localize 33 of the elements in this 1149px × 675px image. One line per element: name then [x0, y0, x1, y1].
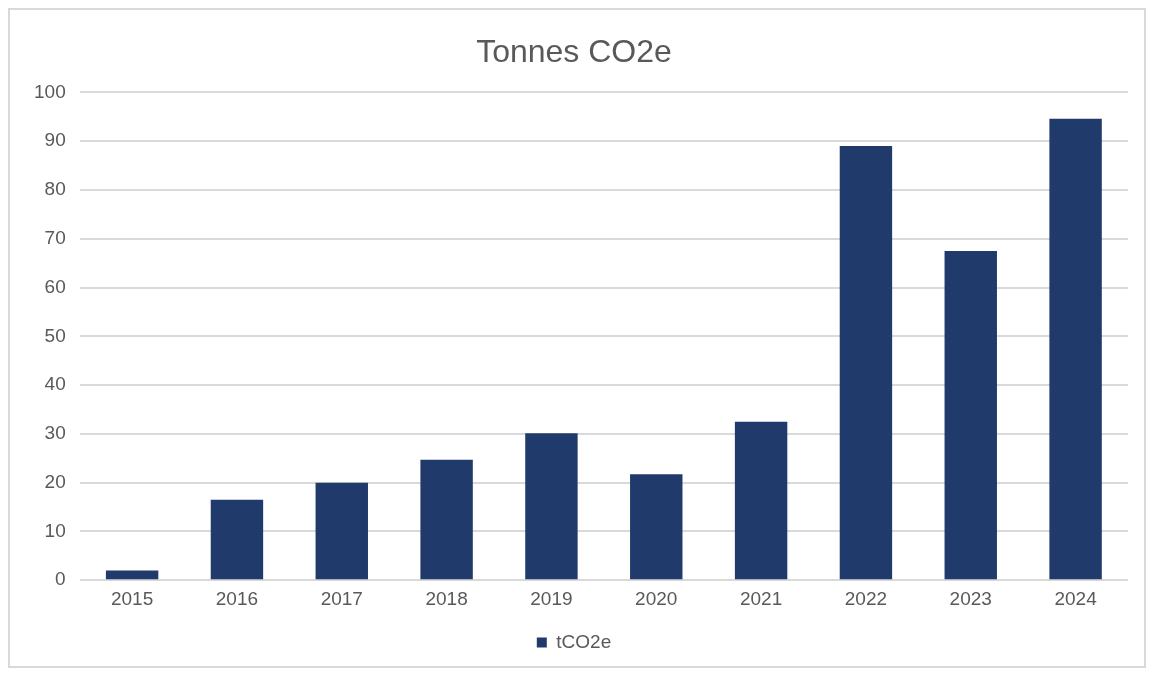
x-tick-label: 2015	[110, 587, 154, 609]
y-tick-label: 0	[55, 568, 66, 590]
x-tick-label: 2019	[530, 587, 573, 609]
y-tick-label: 100	[34, 80, 66, 102]
y-tick-label: 30	[44, 422, 66, 444]
y-tick-label: 90	[44, 129, 66, 151]
bar	[839, 146, 893, 580]
y-tick-label: 40	[44, 373, 66, 395]
x-tick-label: 2017	[320, 587, 363, 609]
x-tick-label: 2024	[1054, 587, 1098, 609]
y-tick-label: 70	[44, 226, 66, 248]
bar	[420, 459, 473, 580]
bar	[734, 421, 788, 580]
x-tick-label: 2022	[844, 587, 888, 609]
bar	[525, 433, 578, 580]
y-tick-label: 10	[44, 519, 66, 541]
y-tick-label: 20	[44, 470, 66, 492]
x-tick-label: 2021	[739, 587, 783, 609]
bar	[315, 482, 368, 580]
y-tick-label: 50	[44, 324, 66, 346]
x-tick-label: 2023	[949, 587, 992, 609]
y-tick-label: 80	[44, 178, 66, 200]
x-tick-label: 2018	[425, 587, 468, 609]
bar	[1049, 118, 1102, 580]
bar	[630, 474, 683, 580]
y-tick-label: 60	[44, 275, 66, 297]
bar	[105, 570, 159, 580]
bar	[944, 250, 997, 580]
x-tick-label: 2016	[215, 587, 259, 609]
x-tick-label: 2020	[635, 587, 678, 609]
bar	[210, 499, 264, 580]
legend-label: tCO2e	[556, 630, 612, 652]
chart-title: Tonnes CO2e	[476, 33, 672, 70]
